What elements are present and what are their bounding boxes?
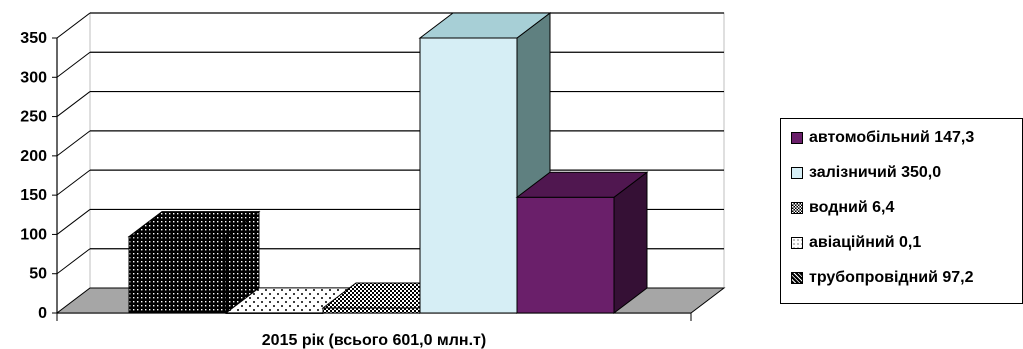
y-tick-label: 50	[29, 266, 47, 283]
y-tick-label: 150	[20, 187, 47, 204]
x-category-label: 2015 рік (всього 601,0 млн.т)	[262, 332, 486, 349]
y-tick-label: 0	[38, 305, 47, 322]
legend-label: залізничий 350,0	[809, 164, 942, 181]
legend-label: трубопровідний 97,2	[809, 269, 974, 286]
legend-swatch	[791, 237, 803, 249]
gridline-side	[56, 209, 91, 235]
legend-label: авіаційний 0,1	[809, 234, 922, 251]
gridlines	[56, 12, 724, 275]
legend-swatch	[791, 167, 803, 179]
y-tick-label: 100	[20, 226, 47, 243]
y-tick-label: 200	[20, 148, 47, 165]
legend-item: трубопровідний 97,2	[791, 269, 974, 287]
gridline-side	[56, 12, 91, 39]
legend-swatch	[791, 132, 803, 144]
gridline-side	[56, 130, 91, 157]
bar-top	[127, 211, 261, 238]
legend-label: водний 6,4	[809, 199, 895, 216]
bar-top	[515, 171, 649, 198]
legend-swatch	[791, 272, 803, 284]
gridline-side	[56, 91, 91, 117]
gridline-side	[56, 169, 91, 196]
legend-item: залізничий 350,0	[791, 164, 941, 182]
bar-front	[419, 37, 518, 314]
bar-front	[128, 236, 227, 314]
bar-top	[418, 12, 552, 39]
side-wall	[56, 11, 91, 315]
legend-item: автомобільний 147,3	[791, 129, 974, 147]
bar-chart: 0 50 100 150 200 250 300 350 2015 рік (всього 60…	[20, 11, 726, 349]
bar-front	[516, 196, 615, 314]
bar-1	[127, 210, 261, 315]
legend-swatch	[791, 202, 803, 214]
y-tick-label: 350	[20, 30, 47, 47]
legend-item: авіаційний 0,1	[791, 234, 921, 252]
bar-front	[322, 307, 421, 314]
tick-labels: 0 50 100 150 200 250 300 350 2015 рік (всього 60…	[20, 30, 486, 349]
legend-item: водний 6,4	[791, 199, 894, 217]
y-tick-label: 300	[20, 69, 47, 86]
legend: автомобільний 147,3 залізничий 350,0 водни…	[780, 118, 1023, 304]
gridline-side	[56, 248, 91, 275]
y-tick-label: 250	[20, 109, 47, 126]
bar-5	[515, 171, 649, 315]
legend-label: автомобільний 147,3	[809, 129, 975, 146]
gridline-side	[56, 51, 91, 78]
bars	[127, 11, 649, 315]
